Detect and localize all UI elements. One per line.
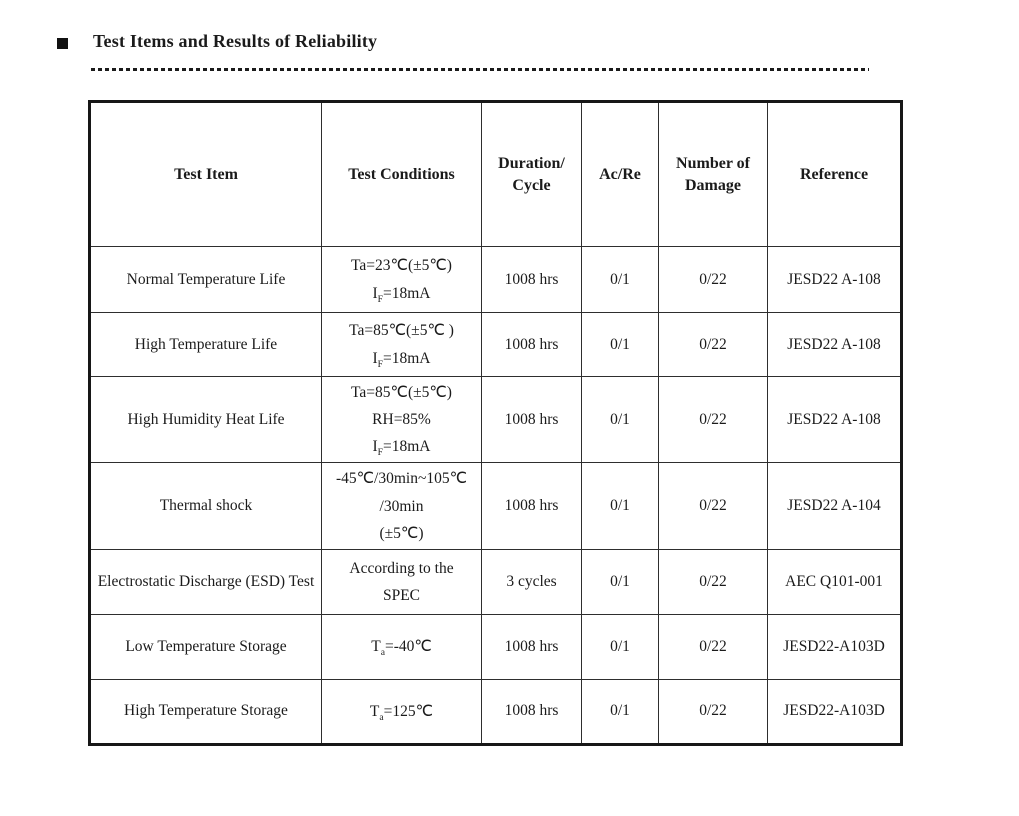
- cell-test-item: High Humidity Heat Life: [89, 375, 322, 464]
- cell-test-item: High Temperature Storage: [89, 678, 322, 745]
- dashed-divider: [91, 68, 869, 71]
- column-header-ac-re: Ac/Re: [581, 101, 659, 247]
- cell-ac-re: 0/1: [581, 462, 659, 550]
- column-header-test-conditions: Test Conditions: [321, 101, 482, 247]
- table-row: High Humidity Heat Life Ta=85℃(±5℃) RH=85…: [89, 375, 902, 464]
- cell-test-item: Thermal shock: [89, 462, 322, 550]
- cell-test-conditions: According to the SPEC: [321, 548, 482, 615]
- reliability-test-table: Test Item Test Conditions Duration/Cycle…: [88, 100, 903, 746]
- cell-reference: JESD22 A-108: [767, 312, 902, 377]
- column-header-test-item: Test Item: [89, 101, 322, 247]
- cell-test-conditions: Ta=-40℃: [321, 613, 482, 680]
- cell-duration-cycle: 3 cycles: [481, 548, 582, 615]
- cell-duration-cycle: 1008 hrs: [481, 678, 582, 745]
- cell-number-of-damage: 0/22: [658, 613, 768, 680]
- cell-ac-re: 0/1: [581, 246, 659, 313]
- cell-ac-re: 0/1: [581, 375, 659, 464]
- table-row: High Temperature Life Ta=85℃(±5℃ ) IF=18m…: [89, 312, 902, 377]
- cell-ac-re: 0/1: [581, 613, 659, 680]
- cell-duration-cycle: 1008 hrs: [481, 462, 582, 550]
- column-header-number-of-damage: Number of Damage: [658, 101, 768, 247]
- cell-test-conditions: Ta=85℃(±5℃) RH=85% IF=18mA: [321, 375, 482, 464]
- cell-ac-re: 0/1: [581, 548, 659, 615]
- cell-test-conditions: Ta=125℃: [321, 678, 482, 745]
- cell-test-item: High Temperature Life: [89, 312, 322, 377]
- cell-duration-cycle: 1008 hrs: [481, 613, 582, 680]
- square-bullet-icon: [57, 38, 68, 49]
- table-row: Normal Temperature Life Ta=23℃(±5℃) IF=18…: [89, 246, 902, 313]
- cell-number-of-damage: 0/22: [658, 678, 768, 745]
- cell-reference: AEC Q101-001: [767, 548, 902, 615]
- cell-test-conditions: -45℃/30min~105℃/30min (±5℃): [321, 462, 482, 550]
- cell-number-of-damage: 0/22: [658, 246, 768, 313]
- cell-number-of-damage: 0/22: [658, 312, 768, 377]
- cell-number-of-damage: 0/22: [658, 462, 768, 550]
- cell-ac-re: 0/1: [581, 312, 659, 377]
- table-row: Thermal shock -45℃/30min~105℃/30min (±5℃)…: [89, 462, 902, 550]
- cell-number-of-damage: 0/22: [658, 548, 768, 615]
- column-header-reference: Reference: [767, 101, 902, 247]
- table-header-row: Test Item Test Conditions Duration/Cycle…: [89, 101, 902, 247]
- cell-duration-cycle: 1008 hrs: [481, 375, 582, 464]
- cell-reference: JESD22 A-104: [767, 462, 902, 550]
- cell-test-item: Normal Temperature Life: [89, 246, 322, 313]
- cell-duration-cycle: 1008 hrs: [481, 246, 582, 313]
- cell-ac-re: 0/1: [581, 678, 659, 745]
- cell-test-conditions: Ta=85℃(±5℃ ) IF=18mA: [321, 312, 482, 377]
- cell-test-item: Low Temperature Storage: [89, 613, 322, 680]
- cell-duration-cycle: 1008 hrs: [481, 312, 582, 377]
- table-row: Electrostatic Discharge (ESD) Test Accor…: [89, 548, 902, 615]
- page-title: Test Items and Results of Reliability: [93, 31, 378, 51]
- cell-reference: JESD22 A-108: [767, 246, 902, 313]
- cell-reference: JESD22 A-108: [767, 375, 902, 464]
- table-row: High Temperature Storage Ta=125℃ 1008 hr…: [89, 678, 902, 745]
- table-row: Low Temperature Storage Ta=-40℃ 1008 hrs…: [89, 613, 902, 680]
- cell-reference: JESD22-A103D: [767, 613, 902, 680]
- cell-test-conditions: Ta=23℃(±5℃) IF=18mA: [321, 246, 482, 313]
- cell-number-of-damage: 0/22: [658, 375, 768, 464]
- cell-reference: JESD22-A103D: [767, 678, 902, 745]
- cell-test-item: Electrostatic Discharge (ESD) Test: [89, 548, 322, 615]
- column-header-duration-cycle: Duration/Cycle: [481, 101, 582, 247]
